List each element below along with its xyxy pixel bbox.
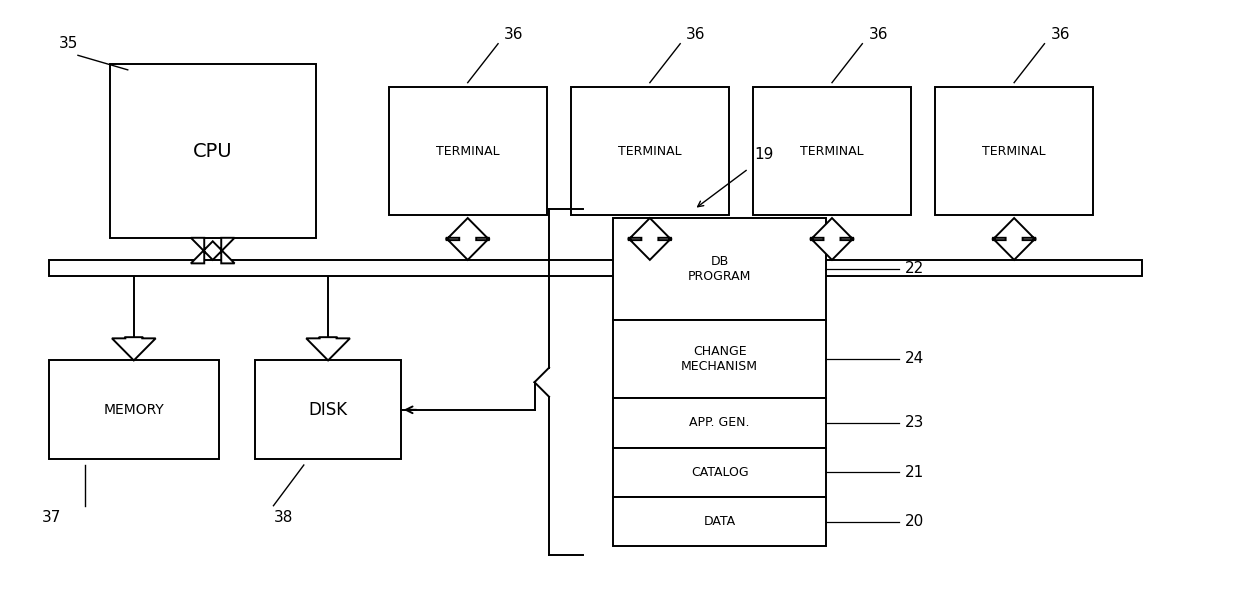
Bar [109, 64, 316, 238]
Text: 23: 23 [904, 416, 924, 431]
Text: TERMINAL: TERMINAL [436, 145, 499, 158]
Bar [613, 497, 826, 546]
Text: APP. GEN.: APP. GEN. [689, 416, 750, 429]
Text: 35: 35 [58, 36, 78, 51]
Polygon shape [446, 218, 489, 260]
Bar [935, 87, 1093, 215]
Polygon shape [191, 238, 234, 263]
Text: 36: 36 [1051, 27, 1070, 43]
Text: 21: 21 [904, 465, 924, 480]
Text: MEMORY: MEMORY [103, 403, 165, 417]
Text: DB
PROGRAM: DB PROGRAM [688, 255, 751, 283]
Bar [613, 398, 826, 448]
Bar [389, 87, 546, 215]
Bar [613, 320, 826, 398]
Bar [48, 361, 219, 459]
Bar [571, 87, 729, 215]
Text: DISK: DISK [309, 401, 348, 419]
Bar [753, 87, 911, 215]
Bar [255, 361, 401, 459]
Text: 38: 38 [274, 510, 292, 525]
Text: 20: 20 [904, 514, 924, 529]
Text: 24: 24 [904, 352, 924, 366]
Text: TERMINAL: TERMINAL [983, 145, 1046, 158]
Text: 36: 36 [686, 27, 706, 43]
Polygon shape [628, 218, 672, 260]
Polygon shape [306, 337, 349, 361]
Bar [48, 260, 1141, 276]
Polygon shape [992, 218, 1036, 260]
Text: 36: 36 [869, 27, 888, 43]
Text: 22: 22 [904, 262, 924, 276]
Text: CPU: CPU [193, 142, 233, 161]
Text: 19: 19 [755, 146, 774, 162]
Bar [613, 448, 826, 497]
Text: TERMINAL: TERMINAL [618, 145, 681, 158]
Text: 36: 36 [504, 27, 524, 43]
Text: CATALOG: CATALOG [691, 466, 748, 479]
Text: CHANGE
MECHANISM: CHANGE MECHANISM [681, 345, 758, 373]
Text: TERMINAL: TERMINAL [800, 145, 864, 158]
Polygon shape [112, 337, 156, 361]
Text: DATA: DATA [704, 515, 736, 528]
Polygon shape [810, 218, 854, 260]
Text: 37: 37 [42, 510, 61, 525]
Bar [613, 218, 826, 320]
